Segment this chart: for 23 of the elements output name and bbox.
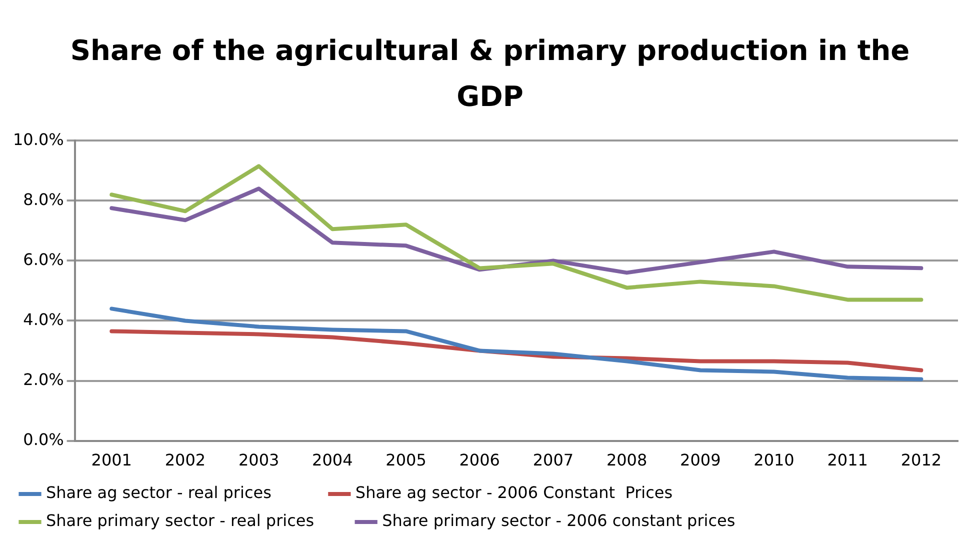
legend-label: Share ag sector - 2006 Constant Prices — [355, 483, 673, 502]
x-tick-label: 2010 — [754, 450, 794, 470]
chart-title: Share of the agricultural & primary production in the GDP — [69, 33, 911, 115]
x-tick-label: 2011 — [827, 450, 868, 470]
y-tick-label: 8.0% — [23, 190, 64, 209]
x-tick-label: 2012 — [900, 450, 942, 470]
legend-label: Share primary sector - 2006 constant prices — [382, 511, 736, 530]
y-tick-label: 4.0% — [23, 310, 64, 329]
x-tick-label: 2006 — [459, 450, 500, 470]
x-tick-label: 2008 — [606, 450, 648, 470]
x-tick-label: 2004 — [312, 450, 353, 470]
legend-label: Share primary sector - real prices — [46, 511, 346, 530]
x-tick-label: 2009 — [680, 450, 721, 470]
x-tick-label: 2001 — [91, 450, 132, 470]
y-tick-label: 6.0% — [23, 250, 64, 269]
y-tick-label: 0.0% — [23, 430, 64, 449]
x-tick-label: 2002 — [164, 450, 206, 470]
y-tick-label: 10.0% — [13, 130, 64, 149]
y-tick-label: 2.0% — [23, 370, 64, 389]
legend-label: Share ag sector - real prices — [46, 483, 320, 502]
x-tick-label: 2005 — [386, 450, 426, 470]
x-tick-label: 2003 — [238, 450, 280, 470]
x-tick-label: 2007 — [532, 450, 574, 470]
